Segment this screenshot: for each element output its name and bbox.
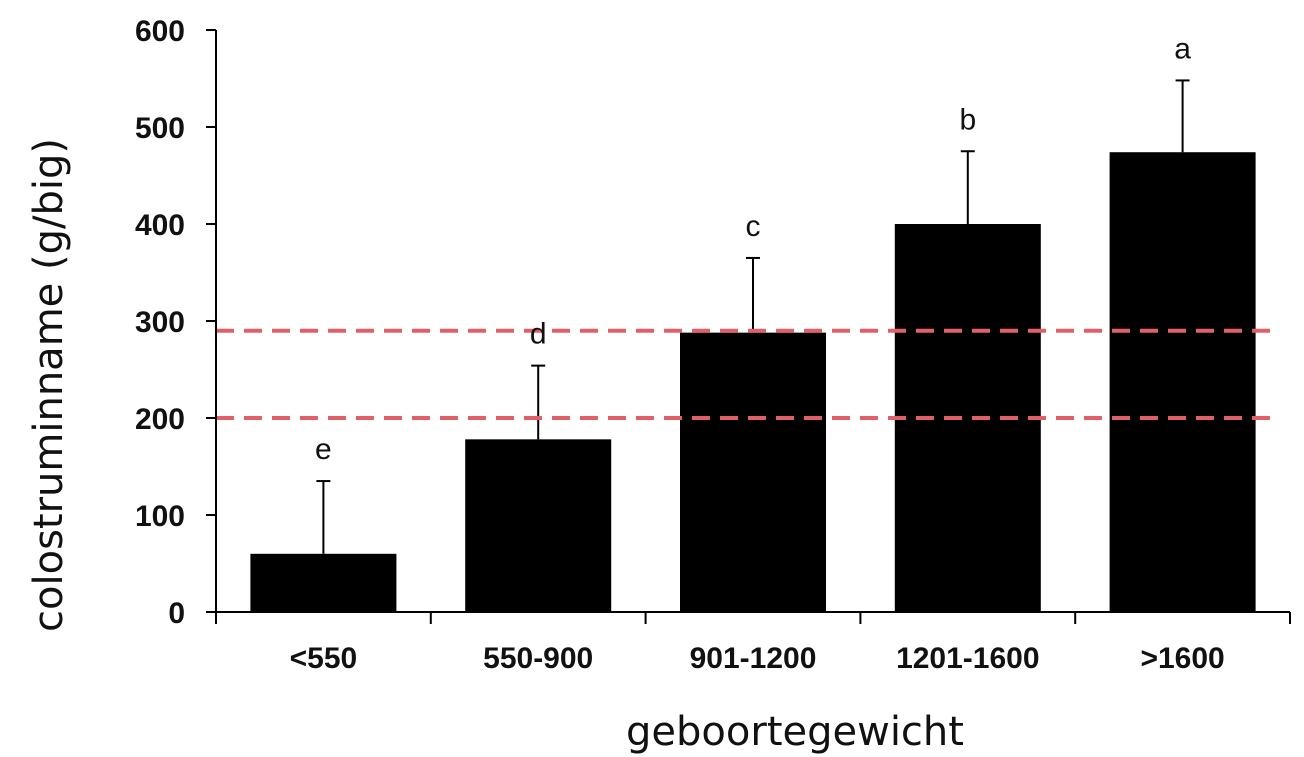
x-axis-title: geboortegewicht: [626, 709, 964, 755]
significance-label-3: b: [959, 103, 976, 136]
significance-label-4: a: [1174, 32, 1191, 65]
bar-1: [465, 439, 611, 612]
y-tick-label-3: 300: [135, 306, 185, 339]
y-tick-label-0: 0: [168, 597, 185, 630]
y-tick-label-2: 200: [135, 403, 185, 436]
y-tick-label-4: 400: [135, 209, 185, 242]
y-tick-label-1: 100: [135, 500, 185, 533]
bar-2: [680, 333, 826, 612]
bar-0: [250, 554, 396, 612]
bar-4: [1110, 152, 1256, 612]
x-tick-label-3: 1201-1600: [896, 642, 1039, 675]
x-tick-label-4: >1600: [1140, 642, 1224, 675]
x-tick-label-0: <550: [290, 642, 358, 675]
x-tick-label-1: 550-900: [483, 642, 593, 675]
significance-label-2: c: [746, 210, 761, 243]
significance-label-0: e: [315, 433, 332, 466]
x-tick-label-2: 901-1200: [690, 642, 817, 675]
significance-label-1: d: [530, 318, 547, 351]
y-axis-title: colostruminname (g/big): [26, 138, 72, 632]
y-tick-label-5: 500: [135, 112, 185, 145]
y-tick-label-6: 600: [135, 15, 185, 48]
